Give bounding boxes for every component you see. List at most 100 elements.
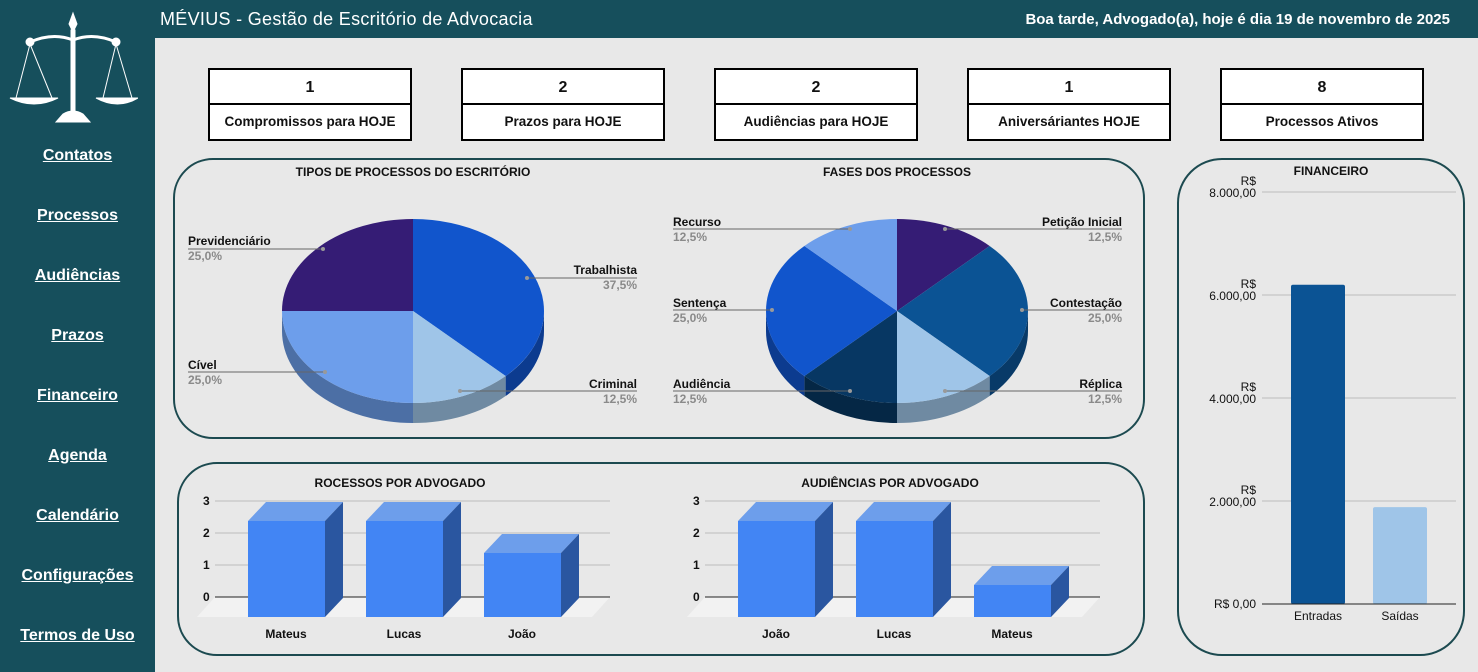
leader-dot xyxy=(770,308,774,312)
slice-pct: 25,0% xyxy=(673,311,708,325)
kpi-value: 1 xyxy=(210,70,410,105)
nav-prazos[interactable]: Prazos xyxy=(51,327,104,344)
pie-slice xyxy=(282,219,413,311)
bar xyxy=(1291,284,1345,604)
slice-name: Sentença xyxy=(673,296,727,310)
bar-side xyxy=(325,502,343,617)
y-tick-text: 4.000,00 xyxy=(1209,392,1256,406)
nav-termos-de-uso[interactable]: Termos de Uso xyxy=(20,627,135,644)
nav-configuracoes[interactable]: Configurações xyxy=(21,567,134,584)
chart-title-fases: FASES DOS PROCESSOS xyxy=(822,165,972,179)
slice-pct: 12,5% xyxy=(1087,392,1122,406)
kpi-label: Compromissos para HOJE xyxy=(224,114,396,129)
y-tick: 0 xyxy=(203,590,210,604)
bar-side xyxy=(933,502,951,617)
y-tick-text: 6.000,00 xyxy=(1209,289,1256,303)
y-tick: R$ 0,00 xyxy=(1214,598,1256,610)
chart-title-audiencias-advogado: AUDIÊNCIAS POR ADVOGADO xyxy=(801,476,979,490)
y-tick-text: R$ 0,00 xyxy=(1213,597,1256,611)
pie-label-peticao-inicial: Petição Inicial 12,5% xyxy=(1042,215,1122,245)
leader-dot xyxy=(525,276,529,280)
slice-name: Cível xyxy=(188,358,217,372)
bar-top xyxy=(856,502,951,521)
kpi-label: Prazos para HOJE xyxy=(504,114,622,129)
leader-dot xyxy=(943,389,947,393)
kpi-compromissos: 1 Compromissos para HOJE xyxy=(208,68,412,141)
pie-slice-side xyxy=(989,311,1028,397)
bar xyxy=(738,521,815,617)
bar-top xyxy=(974,566,1069,585)
nav-contatos[interactable]: Contatos xyxy=(42,147,113,164)
y-tick: 0 xyxy=(693,590,700,604)
y-tick-text: R$ xyxy=(1240,277,1256,291)
bar xyxy=(248,521,325,617)
x-tick: João xyxy=(761,627,791,641)
bar-side xyxy=(561,534,579,617)
header: MÉVIUS - Gestão de Escritório de Advocac… xyxy=(155,0,1478,38)
y-tick-text: R$ xyxy=(1240,483,1256,497)
y-tick-text: 2.000,00 xyxy=(1209,495,1256,509)
y-tick: 3 xyxy=(203,494,210,508)
x-tick: Mateus xyxy=(265,627,307,641)
nav-agenda[interactable]: Agenda xyxy=(48,447,107,464)
pie-label-replica: Réplica 12,5% xyxy=(1079,377,1122,407)
nav-processos[interactable]: Processos xyxy=(37,207,118,224)
y-tick: 2 xyxy=(693,526,700,540)
pie-slice xyxy=(413,219,544,377)
kpi-value: 1 xyxy=(969,70,1169,105)
slice-name: Trabalhista xyxy=(573,263,637,277)
pie-label-civel: Cível 25,0% xyxy=(188,358,222,388)
nav-calendario[interactable]: Calendário xyxy=(36,507,119,524)
slice-pct: 25,0% xyxy=(188,373,223,387)
kpi-value: 2 xyxy=(463,70,663,105)
kpi-label: Audiências para HOJE xyxy=(743,114,889,129)
pie-slice xyxy=(282,311,413,403)
slice-name: Réplica xyxy=(1079,377,1122,391)
x-tick: Mateus xyxy=(991,627,1033,641)
pie-slice xyxy=(897,311,990,403)
bar-top xyxy=(366,502,461,521)
y-tick: R$ 6.000,00 xyxy=(1209,278,1256,302)
bar-top xyxy=(248,502,343,521)
slice-name: Audiência xyxy=(673,377,731,391)
nav-financeiro[interactable]: Financeiro xyxy=(37,387,118,404)
leader-dot xyxy=(458,389,462,393)
bar xyxy=(484,553,561,617)
y-tick: 2 xyxy=(203,526,210,540)
nav-audiencias[interactable]: Audiências xyxy=(34,267,121,284)
x-tick: João xyxy=(507,627,537,641)
bar-charts-panel xyxy=(177,462,1145,656)
slice-pct: 12,5% xyxy=(673,230,708,244)
pie-slice xyxy=(413,311,506,403)
kpi-label: Aniversáriantes HOJE xyxy=(998,114,1140,129)
slice-name: Contestação xyxy=(1049,296,1122,310)
pie-slice xyxy=(897,219,990,311)
scales-of-justice-icon xyxy=(9,11,138,123)
slice-pct: 25,0% xyxy=(188,249,223,263)
kpi-label: Processos Ativos xyxy=(1265,114,1379,129)
slice-name: Petição Inicial xyxy=(1041,215,1122,229)
slice-name: Previdenciário xyxy=(188,234,271,248)
leader-dot xyxy=(323,370,327,374)
bar-side xyxy=(443,502,461,617)
kpi-processos-ativos: 8 Processos Ativos xyxy=(1220,68,1424,141)
bar xyxy=(856,521,933,617)
leader-dot xyxy=(1020,308,1024,312)
pie-label-contestacao: Contestação 25,0% xyxy=(1050,296,1122,326)
pie-slice-side xyxy=(282,311,413,423)
pie-slice xyxy=(804,311,897,403)
slice-pct: 12,5% xyxy=(673,392,708,406)
bar xyxy=(974,585,1051,617)
y-tick-text: R$ xyxy=(1240,174,1256,188)
slice-pct: 25,0% xyxy=(1087,311,1122,325)
y-tick: 1 xyxy=(693,558,700,572)
leader-dot xyxy=(943,227,947,231)
leader-dot xyxy=(321,247,325,251)
bar xyxy=(366,521,443,617)
pie-slice-side xyxy=(413,376,506,423)
kpi-aniversariantes: 1 Aniversáriantes HOJE xyxy=(967,68,1171,141)
app-title: MÉVIUS - Gestão de Escritório de Advocac… xyxy=(160,9,533,29)
greeting: Boa tarde, Advogado(a), hoje é dia 19 de… xyxy=(1025,11,1450,28)
pie-slice xyxy=(804,219,897,311)
